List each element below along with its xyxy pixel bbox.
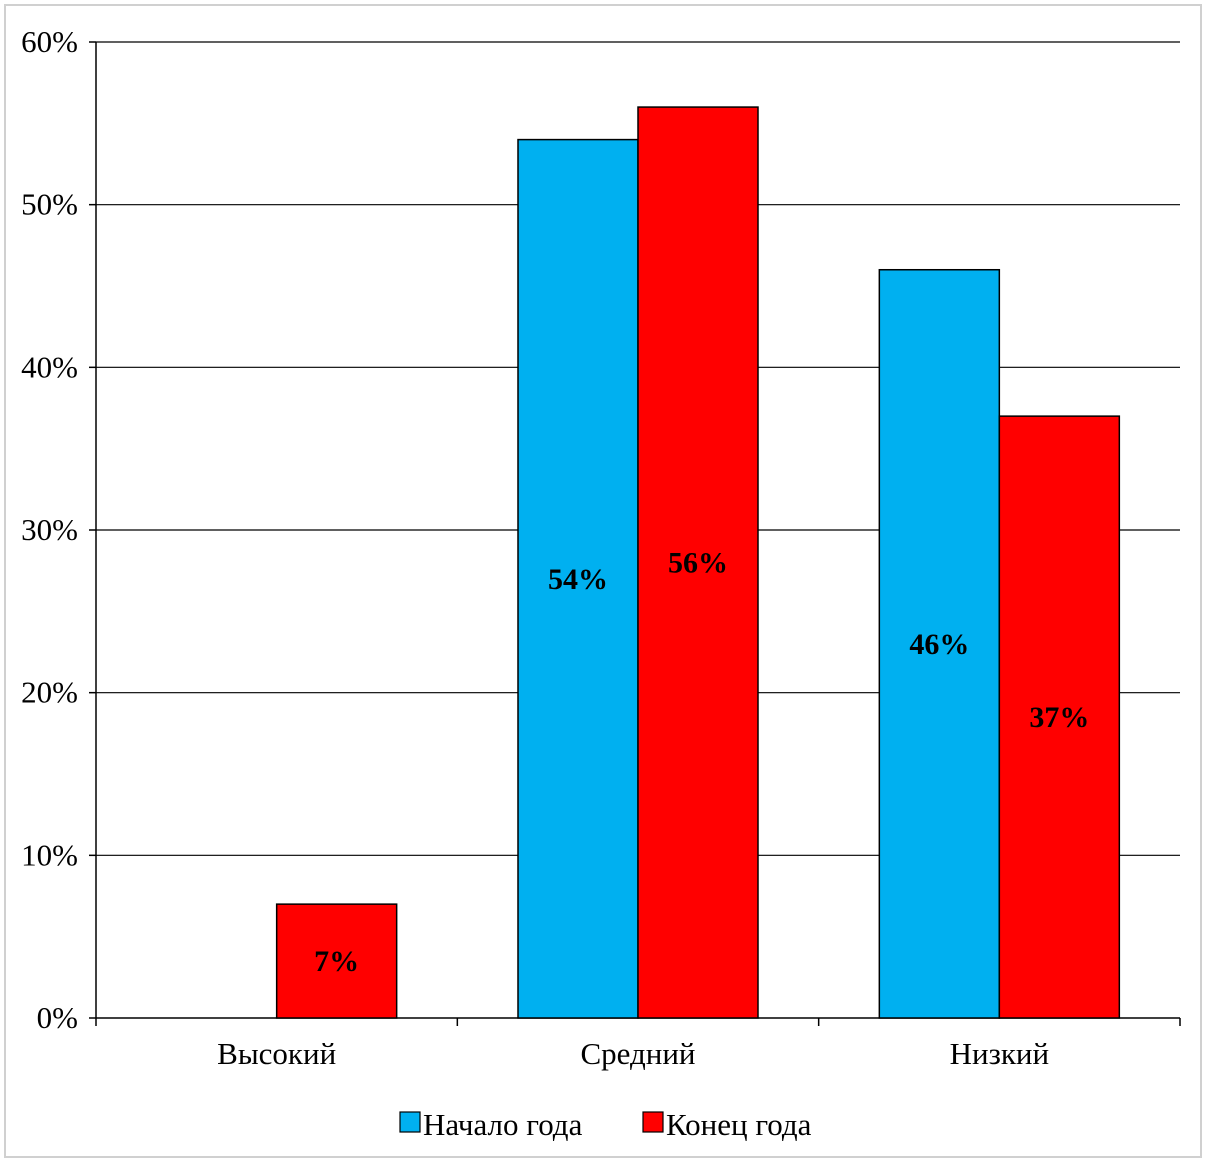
y-tick-label: 20% — [21, 675, 78, 710]
bar — [998, 415, 1121, 1019]
legend: Начало года Конец года — [399, 1107, 812, 1142]
legend-label: Начало года — [423, 1107, 583, 1142]
bars — [275, 106, 1121, 1019]
y-tick-label: 40% — [21, 349, 78, 384]
y-tick-label: 10% — [21, 837, 78, 872]
y-tick-label: 60% — [21, 24, 78, 59]
legend-label: Конец года — [666, 1107, 812, 1142]
y-tick-label: 30% — [21, 512, 78, 547]
data-label: 37% — [1029, 701, 1089, 734]
bar — [275, 903, 398, 1019]
legend-swatch — [399, 1111, 421, 1133]
y-tick-label: 0% — [37, 1000, 78, 1035]
data-label: 7% — [314, 945, 359, 978]
data-label: 56% — [668, 547, 728, 580]
data-label: 46% — [909, 628, 969, 661]
bar — [878, 268, 1001, 1019]
x-tick-label: Высокий — [217, 1036, 336, 1071]
axes: 0% 10% 20% 30% 40% 50% 60% Высокий Средний Низкий — [21, 24, 1181, 1071]
bar — [637, 106, 759, 1019]
data-label: 54% — [548, 563, 608, 596]
x-tick-label: Низкий — [950, 1036, 1049, 1071]
data-labels: 54% 46% 7% 56% 37% — [314, 547, 1089, 979]
legend-swatch — [642, 1111, 664, 1133]
x-tick-label: Средний — [580, 1036, 695, 1071]
bar — [517, 138, 639, 1019]
y-tick-label: 50% — [21, 187, 78, 222]
